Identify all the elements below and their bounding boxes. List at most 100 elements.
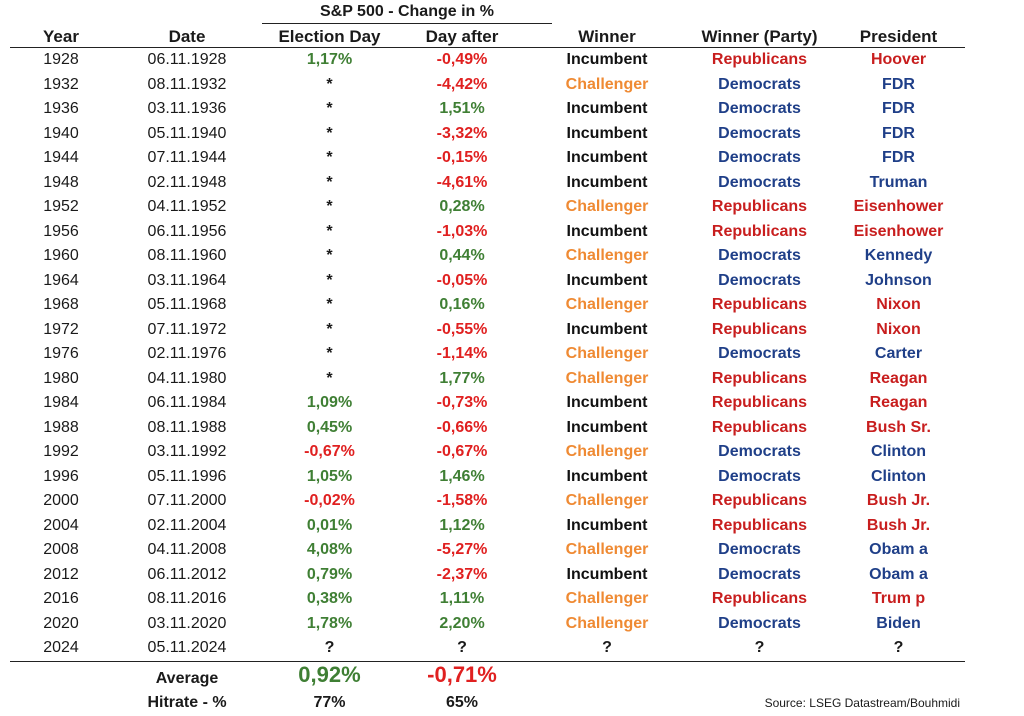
table-row: 1964 03.11.1964 * -0,05% Incumbent Democrats J… (10, 269, 965, 294)
cell-winner: Challenger (565, 492, 649, 510)
cell-president: Reagan (869, 394, 928, 412)
table-row: 1972 07.11.1972 * -0,55% Incumbent Republican… (10, 318, 965, 343)
cell-winner: Challenger (565, 590, 649, 608)
cell-day-after: -0,15% (436, 149, 488, 167)
cell-winner-party: Democrats (718, 443, 801, 461)
cell-president: Hoover (870, 51, 927, 69)
cell-election-day: 0,45% (306, 418, 353, 436)
table-row: 2008 04.11.2008 4,08% -5,27% Challenger Democ… (10, 538, 965, 563)
cell-year: 1944 (43, 149, 79, 167)
cell-election-day: * (326, 320, 333, 338)
cell-winner-party: Democrats (718, 345, 801, 363)
col-header-election-day: Election Day (262, 24, 397, 48)
cell-date: 04.11.1952 (147, 198, 227, 216)
cell-winner: ? (527, 636, 687, 662)
cell-president: FDR (882, 124, 915, 142)
col-header-president: President (832, 24, 965, 48)
cell-election-day: 0,38% (306, 590, 353, 608)
cell-day-after: -0,49% (436, 51, 488, 69)
cell-election-day: * (326, 100, 333, 118)
table-row: 2004 02.11.2004 0,01% 1,12% Incumbent Republi… (10, 514, 965, 539)
cell-winner-party: Republicans (711, 492, 808, 510)
cell-year: 1936 (43, 100, 79, 118)
cell-winner-party: Republicans (711, 296, 808, 314)
cell-winner-party: Republicans (711, 394, 808, 412)
cell-year: 2020 (43, 614, 79, 632)
col-header-winner-party: Winner (Party) (687, 24, 832, 48)
cell-year: 2024 (10, 636, 112, 662)
cell-election-day: * (326, 271, 333, 289)
table-row: 1996 05.11.1996 1,05% 1,46% Incumbent Democra… (10, 465, 965, 490)
cell-winner: Challenger (565, 614, 649, 632)
cell-president: Obam a (869, 565, 928, 583)
col-header-year: Year (10, 24, 112, 48)
cell-winner-party: Democrats (718, 614, 801, 632)
cell-date: 05.11.2024 (112, 636, 262, 662)
cell-year: 1968 (43, 296, 79, 314)
cell-election-day: * (326, 124, 333, 142)
cell-year: 1976 (43, 345, 79, 363)
cell-winner-party: Democrats (718, 149, 801, 167)
cell-election-day: 1,78% (306, 614, 353, 632)
cell-winner-party: Democrats (718, 565, 801, 583)
cell-winner-party: Republicans (711, 369, 808, 387)
cell-president: Reagan (869, 369, 928, 387)
cell-year: 1972 (43, 320, 79, 338)
cell-president: Clinton (870, 443, 927, 461)
cell-election-day: 1,05% (306, 467, 353, 485)
cell-winner: Incumbent (566, 100, 648, 118)
cell-year: 1952 (43, 198, 79, 216)
cell-date: 04.11.2008 (147, 541, 227, 559)
average-label: Average (155, 670, 219, 687)
table-row: 1948 02.11.1948 * -4,61% Incumbent Democrats T… (10, 171, 965, 196)
summary-footer: Average 0,92% -0,71% Hitrate - % 77% 65%… (10, 662, 1010, 716)
cell-day-after: -3,32% (436, 124, 488, 142)
cell-date: 08.11.1932 (147, 75, 227, 93)
cell-election-day: ? (262, 636, 397, 662)
cell-day-after: 1,11% (439, 590, 485, 608)
cell-day-after: ? (397, 636, 527, 662)
cell-date: 08.11.1988 (147, 418, 227, 436)
table-row: 1952 04.11.1952 * 0,28% Challenger Republican… (10, 195, 965, 220)
cell-president: Eisenhower (853, 222, 944, 240)
cell-year: 1928 (43, 51, 79, 69)
col-header-winner: Winner (527, 24, 687, 48)
cell-day-after: -0,66% (436, 418, 488, 436)
cell-president: Eisenhower (853, 198, 944, 216)
table-row: 1968 05.11.1968 * 0,16% Challenger Republican… (10, 293, 965, 318)
cell-day-after: -0,73% (436, 394, 488, 412)
cell-date: 02.11.1948 (147, 173, 227, 191)
cell-year: 1956 (43, 222, 79, 240)
table-row: 1960 08.11.1960 * 0,44% Challenger Democrats K… (10, 244, 965, 269)
cell-winner: Incumbent (566, 222, 648, 240)
cell-president: Truman (869, 173, 928, 191)
cell-date: 05.11.1996 (147, 467, 227, 485)
cell-day-after: 1,12% (439, 516, 485, 534)
cell-winner-party: Republicans (711, 222, 808, 240)
cell-winner-party: Republicans (711, 590, 808, 608)
table-row: 1936 03.11.1936 * 1,51% Incumbent Democrats FD… (10, 97, 965, 122)
cell-date: 05.11.1968 (147, 296, 227, 314)
cell-date: 03.11.1936 (147, 100, 227, 118)
cell-date: 06.11.1956 (147, 222, 227, 240)
cell-winner: Incumbent (566, 565, 648, 583)
cell-date: 08.11.1960 (147, 247, 227, 265)
cell-president: ? (832, 636, 965, 662)
cell-president: Clinton (870, 467, 927, 485)
cell-year: 2000 (43, 492, 79, 510)
cell-winner-party: Democrats (718, 467, 801, 485)
average-day-after: -0,71% (427, 662, 497, 687)
cell-year: 1960 (43, 247, 79, 265)
cell-winner: Challenger (565, 541, 649, 559)
cell-date: 06.11.1984 (147, 394, 227, 412)
table-row: 2000 07.11.2000 -0,02% -1,58% Challenger Repu… (10, 489, 965, 514)
table-row: 2016 08.11.2016 0,38% 1,11% Challenger Republ… (10, 587, 965, 612)
cell-election-day: * (326, 198, 333, 216)
cell-president: Nixon (876, 296, 921, 314)
cell-year: 2016 (43, 590, 79, 608)
cell-year: 2012 (43, 565, 79, 583)
col-header-day-after: Day after (397, 24, 527, 48)
cell-president: FDR (882, 149, 915, 167)
cell-winner-party: Democrats (718, 100, 801, 118)
cell-date: 03.11.2020 (147, 614, 227, 632)
